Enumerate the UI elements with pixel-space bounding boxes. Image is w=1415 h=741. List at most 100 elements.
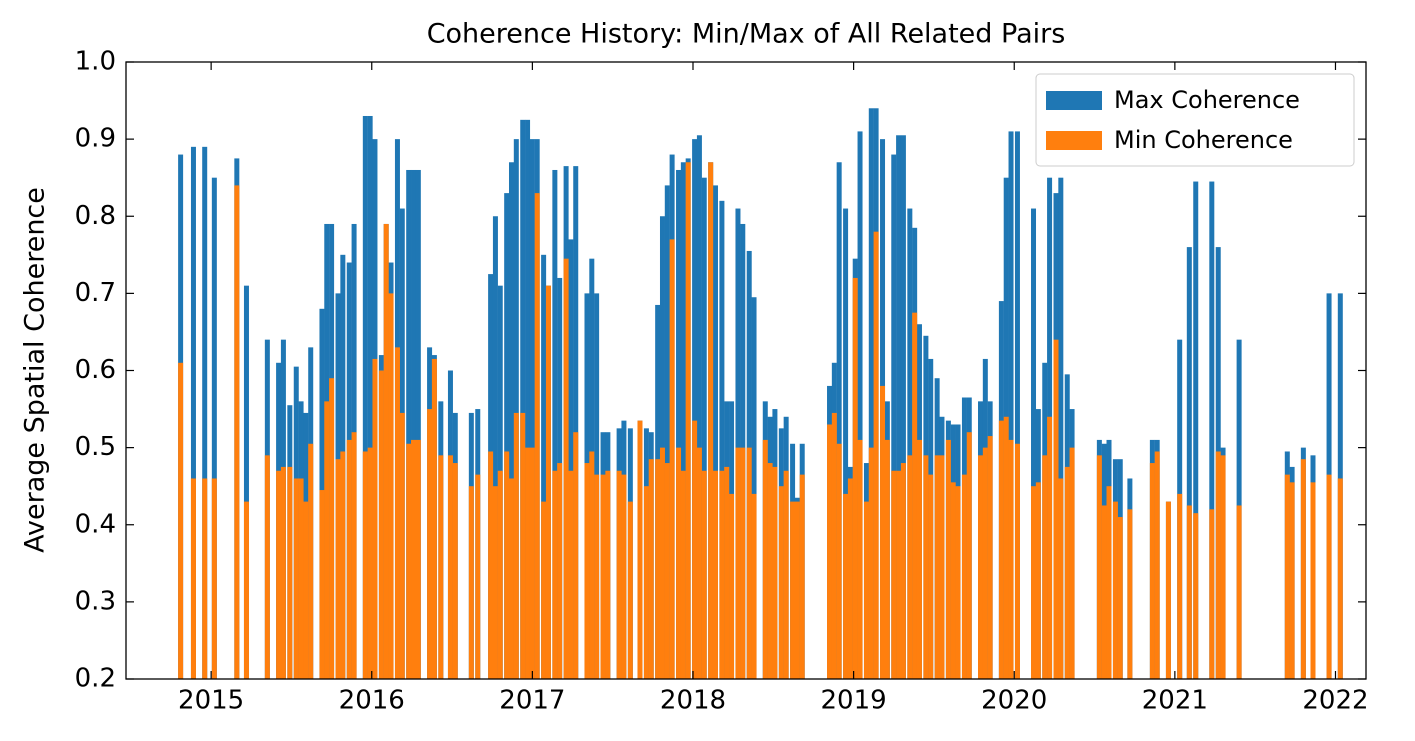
bar xyxy=(452,463,458,679)
bar xyxy=(362,115,368,680)
bar xyxy=(1042,455,1048,679)
bar xyxy=(411,169,417,679)
bar xyxy=(692,139,698,679)
bar xyxy=(1209,181,1215,679)
bar xyxy=(1193,181,1199,679)
y-tick-label: 0.7 xyxy=(75,278,116,308)
bar xyxy=(280,466,286,679)
bar xyxy=(857,439,863,679)
y-axis-label: Average Spatial Coherence xyxy=(20,187,51,553)
bar xyxy=(923,455,929,679)
bar xyxy=(767,463,773,679)
bar xyxy=(399,412,405,679)
x-tick-label: 2022 xyxy=(1302,686,1368,716)
bar xyxy=(676,447,682,679)
bar xyxy=(1186,247,1192,679)
bar xyxy=(362,451,368,679)
bar xyxy=(852,277,858,679)
bar xyxy=(751,297,757,679)
x-tick-label: 2020 xyxy=(981,686,1047,716)
bar xyxy=(873,231,879,680)
y-tick-label: 1.0 xyxy=(75,47,116,77)
bar xyxy=(1064,466,1070,679)
y-tick-label: 0.2 xyxy=(75,664,116,694)
bar xyxy=(1031,208,1037,679)
bar xyxy=(1326,474,1332,679)
bar xyxy=(293,478,299,679)
bar xyxy=(1300,459,1306,679)
bar xyxy=(655,459,661,679)
bar xyxy=(568,470,574,679)
legend-label: Min Coherence xyxy=(1114,126,1293,154)
bar xyxy=(783,470,789,679)
y-tick-label: 0.5 xyxy=(75,432,116,462)
bar xyxy=(589,451,595,679)
bar xyxy=(1031,486,1037,679)
bar xyxy=(790,501,796,679)
bar xyxy=(513,412,519,679)
bar xyxy=(488,451,494,679)
bar xyxy=(945,439,951,679)
bar xyxy=(719,470,725,679)
bar xyxy=(868,447,874,679)
bar xyxy=(724,466,730,679)
bar xyxy=(411,439,417,679)
y-tick-label: 0.6 xyxy=(75,355,116,385)
bar xyxy=(966,432,972,679)
bar xyxy=(573,166,579,679)
bar xyxy=(388,293,394,679)
bar xyxy=(1177,493,1183,679)
bar xyxy=(751,493,757,679)
bar xyxy=(637,420,643,679)
bar xyxy=(1284,474,1290,679)
bar xyxy=(998,420,1004,679)
bar xyxy=(950,482,956,679)
bar xyxy=(552,470,558,679)
bar xyxy=(308,443,314,679)
bar xyxy=(799,474,805,679)
bar xyxy=(643,486,649,679)
bar xyxy=(896,470,902,679)
bar xyxy=(529,447,535,679)
bar xyxy=(827,424,833,679)
bar xyxy=(1008,131,1014,680)
bar xyxy=(447,455,453,679)
bar xyxy=(1003,416,1009,679)
bar xyxy=(525,119,531,679)
bar xyxy=(685,162,691,679)
bar xyxy=(287,466,293,679)
bar xyxy=(843,208,849,679)
bar xyxy=(664,463,670,679)
x-tick-label: 2018 xyxy=(660,686,726,716)
bar xyxy=(1154,451,1160,679)
bar xyxy=(896,135,902,680)
bar xyxy=(939,455,945,679)
bar xyxy=(928,474,934,679)
bar xyxy=(735,447,741,679)
bar xyxy=(584,463,590,679)
bar xyxy=(884,439,890,679)
bar xyxy=(276,470,282,679)
bar xyxy=(202,478,208,679)
legend-swatch xyxy=(1046,91,1102,110)
bar xyxy=(378,370,384,679)
bar xyxy=(912,312,918,679)
x-tick-label: 2021 xyxy=(1142,686,1208,716)
bar xyxy=(907,208,913,679)
bar xyxy=(712,470,718,679)
bar xyxy=(847,478,853,679)
bar xyxy=(438,455,444,679)
bar xyxy=(696,447,702,679)
bar xyxy=(696,135,702,680)
bar xyxy=(857,131,863,680)
bar xyxy=(955,486,961,679)
bar xyxy=(190,146,196,679)
y-tick-label: 0.8 xyxy=(75,201,116,231)
bar xyxy=(891,154,897,680)
bar xyxy=(504,451,510,679)
bar xyxy=(497,470,503,679)
bar xyxy=(1127,509,1133,679)
bar xyxy=(513,139,519,679)
bar xyxy=(563,258,569,679)
